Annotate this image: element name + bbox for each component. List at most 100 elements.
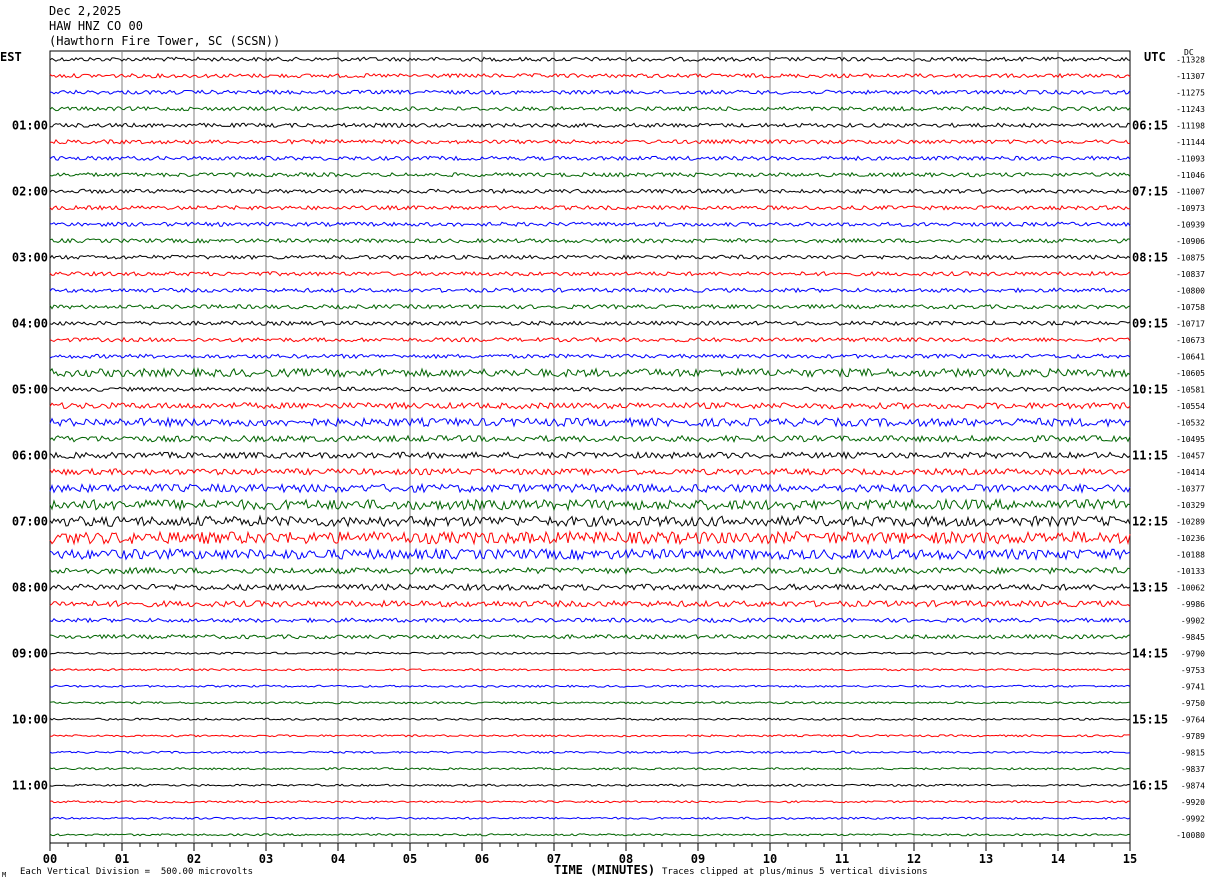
seismic-trace <box>49 287 1131 294</box>
right-time-label: 10:15 <box>1132 382 1168 396</box>
seismic-trace <box>49 566 1131 576</box>
x-tick-label: 08 <box>619 852 633 866</box>
seismic-trace <box>49 122 1131 129</box>
left-time-label: 09:00 <box>12 646 48 660</box>
left-time-label: 02:00 <box>12 184 48 198</box>
dc-offset-label: -10875 <box>1176 253 1205 262</box>
x-tick-label: 12 <box>907 852 921 866</box>
seismic-trace <box>49 105 1131 112</box>
x-tick-label: 05 <box>403 852 417 866</box>
left-time-label: 06:00 <box>12 448 48 462</box>
x-tick-label: 11 <box>835 852 849 866</box>
seismic-trace <box>49 617 1131 624</box>
seismic-trace <box>49 188 1131 195</box>
dc-offset-label: -9750 <box>1181 699 1205 708</box>
dc-offset-label: -10414 <box>1176 468 1205 477</box>
plot-frame <box>49 50 1131 844</box>
seismic-trace <box>49 320 1131 327</box>
dc-offset-label: -10329 <box>1176 501 1205 510</box>
right-time-label: 07:15 <box>1132 184 1168 198</box>
seismic-trace <box>49 717 1131 721</box>
seismic-trace <box>49 386 1131 393</box>
dc-offset-label: -10495 <box>1176 435 1205 444</box>
header-date: Dec 2,2025 <box>49 4 122 18</box>
x-axis-label: TIME (MINUTES) <box>554 863 656 877</box>
dc-offset-label: -10532 <box>1176 418 1205 427</box>
left-time-label: 01:00 <box>12 118 48 132</box>
seismic-trace <box>49 155 1131 162</box>
seismic-trace <box>49 336 1131 343</box>
dc-offset-label: -10837 <box>1176 270 1205 279</box>
seismic-trace <box>49 204 1130 211</box>
dc-offset-label: -9741 <box>1181 682 1205 691</box>
dc-offset-label: -11275 <box>1176 88 1205 97</box>
left-timezone-label: EST <box>0 50 22 64</box>
seismic-trace <box>49 734 1130 738</box>
left-time-label: 07:00 <box>12 514 48 528</box>
x-tick-label: 01 <box>115 852 129 866</box>
x-tick-label: 15 <box>1123 852 1137 866</box>
seismic-trace <box>49 651 1131 655</box>
dc-offset-label: -10605 <box>1176 369 1205 378</box>
dc-offset-label: -10289 <box>1176 517 1205 526</box>
dc-offset-header: DC <box>1184 48 1194 57</box>
footer-mark: M <box>2 871 7 879</box>
x-tick-label: 13 <box>979 852 993 866</box>
dc-offset-label: -10717 <box>1176 319 1205 328</box>
dc-offset-label: -10554 <box>1176 402 1205 411</box>
right-time-label: 12:15 <box>1132 514 1168 528</box>
seismic-trace <box>49 767 1131 771</box>
dc-offset-label: -9837 <box>1181 765 1205 774</box>
seismic-trace <box>49 582 1131 592</box>
dc-offset-label: -9789 <box>1181 732 1205 741</box>
dc-offset-label: -9845 <box>1181 633 1205 642</box>
seismic-trace <box>49 270 1131 277</box>
dc-offset-label: -9920 <box>1181 798 1205 807</box>
dc-offset-label: -10080 <box>1176 831 1205 840</box>
header-station: HAW HNZ CO 00 <box>49 19 143 33</box>
seismic-trace <box>49 254 1131 261</box>
right-time-label: 15:15 <box>1132 712 1168 726</box>
seismic-trace <box>49 482 1131 494</box>
seismic-trace <box>49 56 1131 63</box>
seismic-trace <box>49 237 1131 244</box>
dc-offset-label: -9753 <box>1181 666 1205 675</box>
dc-offset-label: -10758 <box>1176 303 1205 312</box>
dc-offset-label: -9815 <box>1181 748 1205 757</box>
x-tick-label: 06 <box>475 852 489 866</box>
right-timezone-label: UTC <box>1144 50 1166 64</box>
footer-division-note: Each Vertical Division = 500.00 microvol… <box>20 867 253 877</box>
right-time-label: 09:15 <box>1132 316 1168 330</box>
left-time-label: 03:00 <box>12 250 48 264</box>
seismic-trace <box>49 72 1131 79</box>
right-time-label: 11:15 <box>1132 448 1168 462</box>
dc-offset-label: -11328 <box>1176 55 1205 64</box>
dc-offset-label: -10800 <box>1176 286 1205 295</box>
footer-clipping-note: Traces clipped at plus/minus 5 vertical … <box>662 867 928 877</box>
dc-offset-label: -11007 <box>1176 187 1205 196</box>
dc-offset-label: -9992 <box>1181 814 1205 823</box>
left-time-label: 05:00 <box>12 382 48 396</box>
dc-offset-label: -10062 <box>1176 583 1205 592</box>
seismic-trace <box>49 633 1131 640</box>
seismic-trace <box>49 684 1131 688</box>
seismic-trace <box>49 783 1131 787</box>
dc-offset-label: -11144 <box>1176 138 1205 147</box>
dc-offset-label: -9790 <box>1181 649 1205 658</box>
dc-offset-label: -10188 <box>1176 550 1205 559</box>
seismic-trace <box>49 750 1131 754</box>
dc-offset-label: -11243 <box>1176 105 1205 114</box>
seismic-trace <box>49 303 1131 310</box>
seismic-trace <box>49 701 1131 705</box>
right-time-label: 13:15 <box>1132 580 1168 594</box>
dc-offset-label: -9986 <box>1181 600 1205 609</box>
dc-offset-label: -11198 <box>1176 121 1205 130</box>
seismic-trace <box>49 451 1131 460</box>
x-tick-label: 09 <box>691 852 705 866</box>
dc-offset-label: -10457 <box>1176 451 1205 460</box>
left-time-label: 08:00 <box>12 580 48 594</box>
seismic-trace <box>49 434 1131 444</box>
seismic-trace <box>49 514 1131 528</box>
dc-offset-label: -10377 <box>1176 484 1205 493</box>
